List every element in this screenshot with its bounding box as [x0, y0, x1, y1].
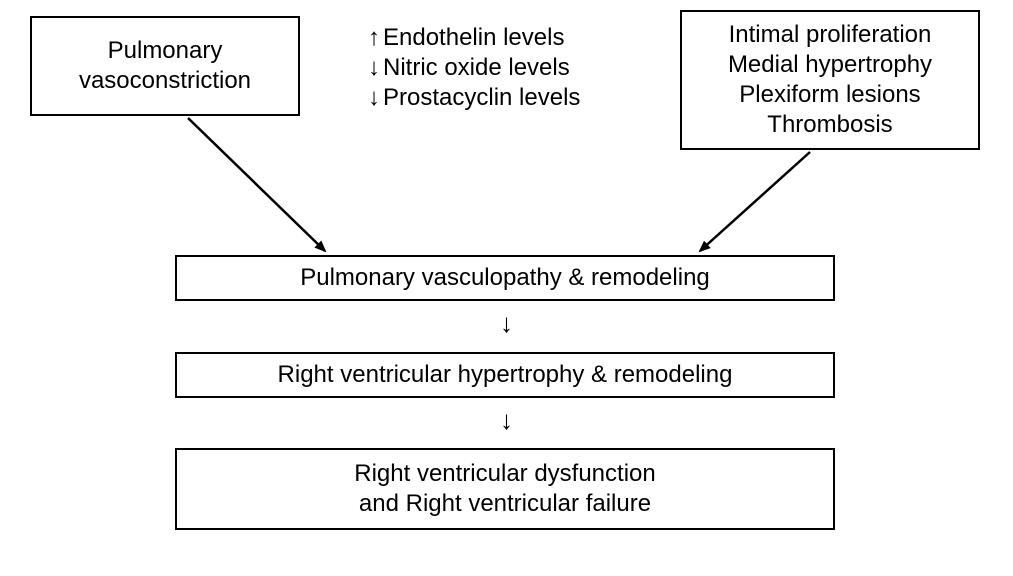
- mediator-line: ↑Endothelin levels: [365, 23, 564, 53]
- box-label: Right ventricular dysfunction and Right …: [354, 459, 655, 519]
- box-pulmonary-vasculopathy: Pulmonary vasculopathy & remodeling: [175, 255, 835, 301]
- box-vascular-changes: Intimal proliferationMedial hypertrophyP…: [680, 10, 980, 150]
- up-arrow-icon: ↑: [365, 23, 383, 53]
- vascular-change-item: Medial hypertrophy: [728, 50, 932, 80]
- vascular-change-item: Thrombosis: [767, 110, 892, 140]
- arrow-left: [188, 118, 325, 251]
- arrow-right: [700, 152, 810, 251]
- mediator-line: ↓Prostacyclin levels: [365, 83, 580, 113]
- box-pulmonary-vasoconstriction: Pulmonary vasoconstriction: [30, 16, 300, 116]
- mediator-line: ↓Nitric oxide levels: [365, 53, 570, 83]
- box-label: Pulmonary vasculopathy & remodeling: [300, 264, 710, 292]
- mediator-levels: ↑Endothelin levels↓Nitric oxide levels↓P…: [365, 18, 625, 118]
- down-arrow-icon: ↓: [365, 83, 383, 113]
- vascular-changes-list: Intimal proliferationMedial hypertrophyP…: [728, 20, 932, 140]
- down-arrow-icon: ↓: [497, 405, 517, 436]
- box-rv-failure: Right ventricular dysfunction and Right …: [175, 448, 835, 530]
- down-arrow-icon: ↓: [497, 308, 517, 339]
- vascular-change-item: Plexiform lesions: [739, 80, 920, 110]
- down-arrow-icon: ↓: [365, 53, 383, 83]
- mediator-label: Prostacyclin levels: [383, 83, 580, 113]
- vascular-change-item: Intimal proliferation: [729, 20, 932, 50]
- box-label: Pulmonary vasoconstriction: [79, 36, 251, 96]
- box-rv-hypertrophy: Right ventricular hypertrophy & remodeli…: [175, 352, 835, 398]
- mediator-label: Nitric oxide levels: [383, 53, 570, 83]
- box-label: Right ventricular hypertrophy & remodeli…: [278, 361, 733, 389]
- mediator-label: Endothelin levels: [383, 23, 564, 53]
- diagram-canvas: Pulmonary vasoconstriction ↑Endothelin l…: [0, 0, 1013, 576]
